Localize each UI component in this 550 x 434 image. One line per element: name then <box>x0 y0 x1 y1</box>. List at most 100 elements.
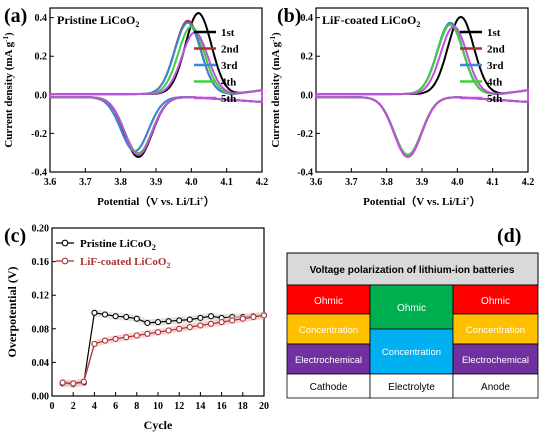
y-tick-label: 0.12 <box>32 291 50 302</box>
legend-label: LiF-coated LiCoO2 <box>80 256 170 270</box>
data-point <box>218 319 225 326</box>
plot-a-ticks: 3.6 3.7 3.8 3.9 4.0 4.1 4.2 -0.4 -0.2 0.0 0.2 0.4 <box>31 13 268 188</box>
x-tick-label: 10 <box>153 401 163 412</box>
cathode-label-cell <box>286 373 371 399</box>
panel-c-label: (c) <box>4 225 26 247</box>
data-point <box>250 313 257 321</box>
plot-a-xlabel: Potential（V vs. Li/Li+） <box>97 195 215 208</box>
data-point <box>239 315 246 322</box>
x-tick-label: 2 <box>71 401 76 412</box>
legend-label: 5th <box>487 93 502 105</box>
panel-a: (a) Pristine LiCoO2 3.6 3.7 3.8 3.9 4.0 4.1 4.… <box>2 5 268 208</box>
plot-a-title: Pristine LiCoO2 <box>57 13 139 29</box>
plot-a-curves <box>49 11 263 159</box>
data-point <box>101 311 109 318</box>
data-point <box>133 315 140 322</box>
plot-b-legend: 1st 2nd 3rd 4th 5th <box>460 27 505 105</box>
data-point <box>91 309 98 316</box>
data-point <box>154 319 162 326</box>
plot-c-xlabel: Cycle <box>144 418 173 432</box>
data-point <box>176 325 183 332</box>
y-tick-label: 0.04 <box>32 358 50 369</box>
data-point <box>91 340 98 347</box>
y-tick-label: -0.2 <box>31 129 47 140</box>
data-point <box>197 322 204 329</box>
x-tick-label: 18 <box>238 401 248 412</box>
x-tick-label: 4.0 <box>185 177 198 188</box>
x-tick-label: 3.8 <box>114 177 127 188</box>
data-point <box>186 324 193 331</box>
x-tick-label: 6 <box>113 401 118 412</box>
legend-label: 1st <box>487 27 501 39</box>
plot-b-ticks: 3.6 3.7 3.8 3.9 4.0 4.1 4.2 -0.4 -0.2 0.0 0.2 0.4 <box>297 13 534 188</box>
plot-c-ylabel: Overpotential (V) <box>5 267 19 358</box>
y-tick-label: 0.08 <box>32 324 50 335</box>
x-tick-label: 4.1 <box>486 177 499 188</box>
plot-b-title: LiF-coated LiCoO2 <box>322 13 420 29</box>
legend-label: Pristine LiCoO2 <box>80 238 156 252</box>
panel-d-diagram: (d) Voltage polarization of lithium-ion … <box>286 225 539 399</box>
plot-c-ticks: 0 2 4 6 8 10 12 14 16 18 20 0.00 0.04 0.08 0.12 0.16 0.2… <box>32 224 270 413</box>
cathode-electrochemical-label: Electrochemical <box>295 355 362 366</box>
y-tick-label: 0.0 <box>35 90 48 101</box>
x-tick-label: 8 <box>134 401 139 412</box>
legend-label: 3rd <box>221 60 238 72</box>
panel-d-label: (d) <box>497 225 521 247</box>
legend-label: 4th <box>221 77 236 89</box>
data-point <box>165 318 172 325</box>
cathode-column-label: Cathode <box>310 382 348 393</box>
legend-label-main: Pristine LiCoO <box>80 238 152 250</box>
anode-column-label: Anode <box>481 382 510 393</box>
data-point <box>260 312 268 319</box>
data-point <box>207 320 215 327</box>
panel-a-label: (a) <box>4 5 27 27</box>
x-tick-label: 3.7 <box>79 177 92 188</box>
legend-marker <box>61 239 69 247</box>
legend-label: 2nd <box>221 44 239 56</box>
y-tick-label: 0.2 <box>301 52 314 63</box>
data-point <box>133 332 140 339</box>
anode-ohmic-block <box>452 284 539 315</box>
data-point <box>123 313 130 321</box>
data-point <box>165 327 172 334</box>
anode-concentration-label: Concentration <box>466 325 525 336</box>
panel-b-label: (b) <box>277 5 301 27</box>
data-point <box>154 329 162 336</box>
x-tick-label: 4.0 <box>451 177 464 188</box>
diagram-header-text: Voltage polarization of lithium-ion batt… <box>310 265 515 276</box>
cathode-concentration-block <box>286 313 371 345</box>
x-tick-label: 20 <box>259 401 269 412</box>
legend-label-sub: 2 <box>152 243 156 252</box>
legend-label: 3rd <box>487 60 504 72</box>
electrolyte-concentration-label: Concentration <box>382 347 441 358</box>
plot-c-frame <box>51 227 265 397</box>
cathode-concentration-label: Concentration <box>299 325 358 336</box>
data-point <box>144 330 151 337</box>
electrolyte-concentration-block <box>369 328 454 375</box>
plot-a-legend: 1st 2nd 3rd 4th 5th <box>194 27 239 105</box>
plot-b-xlabel: Potential（V vs. Li/Li+） <box>363 195 481 208</box>
x-tick-label: 3.7 <box>345 177 358 188</box>
electrolyte-ohmic-block <box>369 284 454 330</box>
legend-label: 2nd <box>487 44 505 56</box>
plot-c-legend: Pristine LiCoO2 LiF-coated LiCoO2 <box>56 238 170 270</box>
electrolyte-ohmic-label: Ohmic <box>397 303 426 314</box>
plot-c-curves <box>59 309 268 388</box>
panel-b: (b) LiF-coated LiCoO2 3.6 3.7 3.8 3.9 4.0 4.1… <box>269 5 534 208</box>
x-tick-label: 4.2 <box>256 177 269 188</box>
data-point <box>112 313 119 320</box>
x-tick-label: 3.9 <box>416 177 429 188</box>
data-point <box>70 380 77 387</box>
data-point <box>101 337 109 344</box>
data-point <box>197 314 204 321</box>
anode-electrochemical-block <box>452 343 539 375</box>
anode-ohmic-label: Ohmic <box>481 296 510 307</box>
y-tick-label: 0.4 <box>301 13 314 24</box>
plot-b-curves <box>315 15 529 159</box>
legend-marker <box>61 257 69 265</box>
electrolyte-label-cell <box>369 373 454 399</box>
y-tick-label: 0.0 <box>301 90 314 101</box>
x-tick-label: 4.2 <box>522 177 535 188</box>
legend-label: 4th <box>487 77 502 89</box>
data-point <box>112 335 119 342</box>
